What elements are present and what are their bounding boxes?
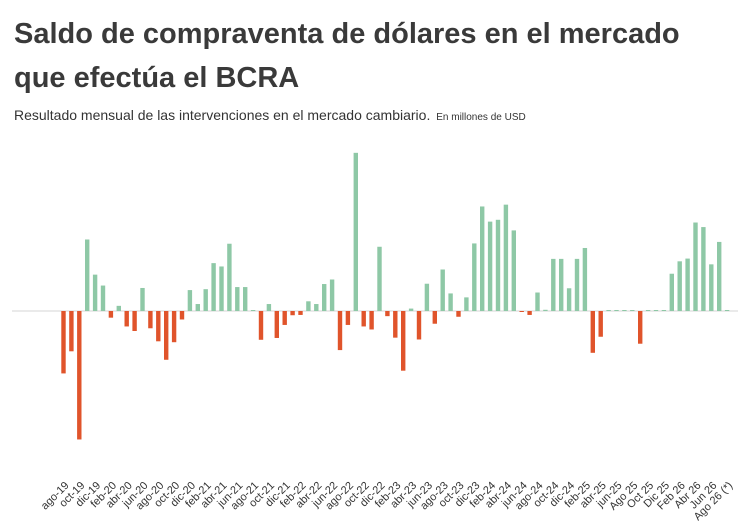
bar-ene-20 xyxy=(100,285,106,311)
bar-dic-22 xyxy=(377,246,382,311)
bar-jun-23 xyxy=(424,283,430,311)
bar-mar-22 xyxy=(306,301,311,311)
bar-dic-21 xyxy=(282,311,287,325)
bar-jun-22 xyxy=(329,279,335,311)
bar-ene-21 xyxy=(195,304,200,311)
bar-sep-24 xyxy=(543,309,548,311)
bar-Ago 26 (*) xyxy=(724,310,730,311)
bar-Jun 26 xyxy=(709,264,714,311)
bar-feb-24 xyxy=(487,221,493,312)
bar-mar-25 xyxy=(590,311,595,353)
bar-ene-24 xyxy=(480,206,485,311)
bar-jun-25 xyxy=(614,310,619,311)
bar-nov-21 xyxy=(274,311,279,338)
bar-dic-19 xyxy=(92,274,98,311)
bar-ago-21 xyxy=(250,310,256,311)
bar-abr-24 xyxy=(503,204,509,311)
bar-may-25 xyxy=(606,310,611,311)
bar-nov-20 xyxy=(179,311,185,320)
bar-abr-22 xyxy=(314,304,319,311)
bar-abr-20 xyxy=(124,311,129,327)
bar-oct-21 xyxy=(266,304,272,311)
x-tick-labels: ago-19oct-19dic-19feb-20abr-20jun-20ago-… xyxy=(39,480,735,524)
bar-may-24 xyxy=(511,230,516,311)
bar-oct-20 xyxy=(171,311,177,343)
bar-mar-21 xyxy=(211,263,216,311)
bar-abr-25 xyxy=(598,311,603,337)
bar-May 26 xyxy=(701,227,706,311)
bar-dic-24 xyxy=(566,288,572,311)
bar-jul-25 xyxy=(622,310,627,311)
bar-may-21 xyxy=(227,243,232,311)
bar-oct-22 xyxy=(361,311,366,327)
bar-Oct 25 xyxy=(645,310,651,311)
bar-dic-20 xyxy=(187,290,193,311)
bar-ago-23 xyxy=(440,269,445,311)
bar-ene-23 xyxy=(385,311,390,317)
bar-jul-23 xyxy=(432,311,437,324)
unit-note: En millones de USD xyxy=(436,112,526,123)
bar-sep-22 xyxy=(353,152,358,311)
bar-Dic 25 xyxy=(661,310,667,311)
bar-ene-25 xyxy=(574,258,580,311)
bar-Abr 26 xyxy=(693,222,698,311)
bar-Sep 25 xyxy=(638,311,643,344)
bar-nov-19 xyxy=(85,239,90,311)
bar-Feb 26 xyxy=(677,261,682,311)
bar-may-22 xyxy=(322,284,327,311)
bar-nov-22 xyxy=(369,311,374,330)
bar-may-23 xyxy=(416,311,422,340)
bar-Nov 25 xyxy=(653,310,659,311)
bar-may-20 xyxy=(132,311,137,331)
bar-mar-23 xyxy=(401,311,406,371)
bars-group xyxy=(61,152,730,440)
bar-jul-24 xyxy=(527,311,532,315)
subtitle-text: Resultado mensual de las intervenciones … xyxy=(14,107,431,123)
bar-Ene 26 xyxy=(669,273,674,311)
bar-jun-24 xyxy=(519,311,524,312)
bar-sep-19 xyxy=(69,311,74,352)
bar-feb-23 xyxy=(393,311,398,338)
bar-feb-25 xyxy=(582,247,588,311)
bar-feb-20 xyxy=(108,311,114,318)
bar-sep-20 xyxy=(164,311,169,360)
bar-abr-23 xyxy=(408,308,414,311)
bar-oct-23 xyxy=(456,311,461,317)
chart-subtitle: Resultado mensual de las intervenciones … xyxy=(14,107,526,123)
bar-ago-24 xyxy=(535,292,540,311)
bar-ene-22 xyxy=(290,311,295,316)
chart-title: Saldo de compraventa de dólares en el me… xyxy=(14,18,680,94)
bar-Ago 25 xyxy=(630,310,635,311)
bar-feb-22 xyxy=(298,311,303,315)
bar-jul-20 xyxy=(148,311,153,329)
bar-feb-21 xyxy=(203,289,208,311)
bar-abr-21 xyxy=(219,266,224,311)
bar-sep-23 xyxy=(448,293,453,311)
bar-ago-20 xyxy=(156,311,161,342)
bar-Mar 26 xyxy=(685,258,690,311)
bar-dic-23 xyxy=(472,243,477,311)
bar-jul-22 xyxy=(337,311,343,351)
bar-ago-22 xyxy=(345,311,351,325)
bar-nov-23 xyxy=(464,297,469,311)
bar-ago-19 xyxy=(61,311,66,374)
bar-nov-24 xyxy=(559,258,564,311)
bar-Jul 26 xyxy=(717,241,722,311)
bar-mar-20 xyxy=(116,305,121,311)
bar-oct-24 xyxy=(551,258,556,311)
bar-mar-24 xyxy=(495,219,501,311)
bar-jul-21 xyxy=(243,287,248,311)
bar-jun-20 xyxy=(140,287,145,311)
bar-sep-21 xyxy=(258,311,264,340)
bar-jun-21 xyxy=(235,287,240,311)
bar-oct-19 xyxy=(77,311,82,440)
